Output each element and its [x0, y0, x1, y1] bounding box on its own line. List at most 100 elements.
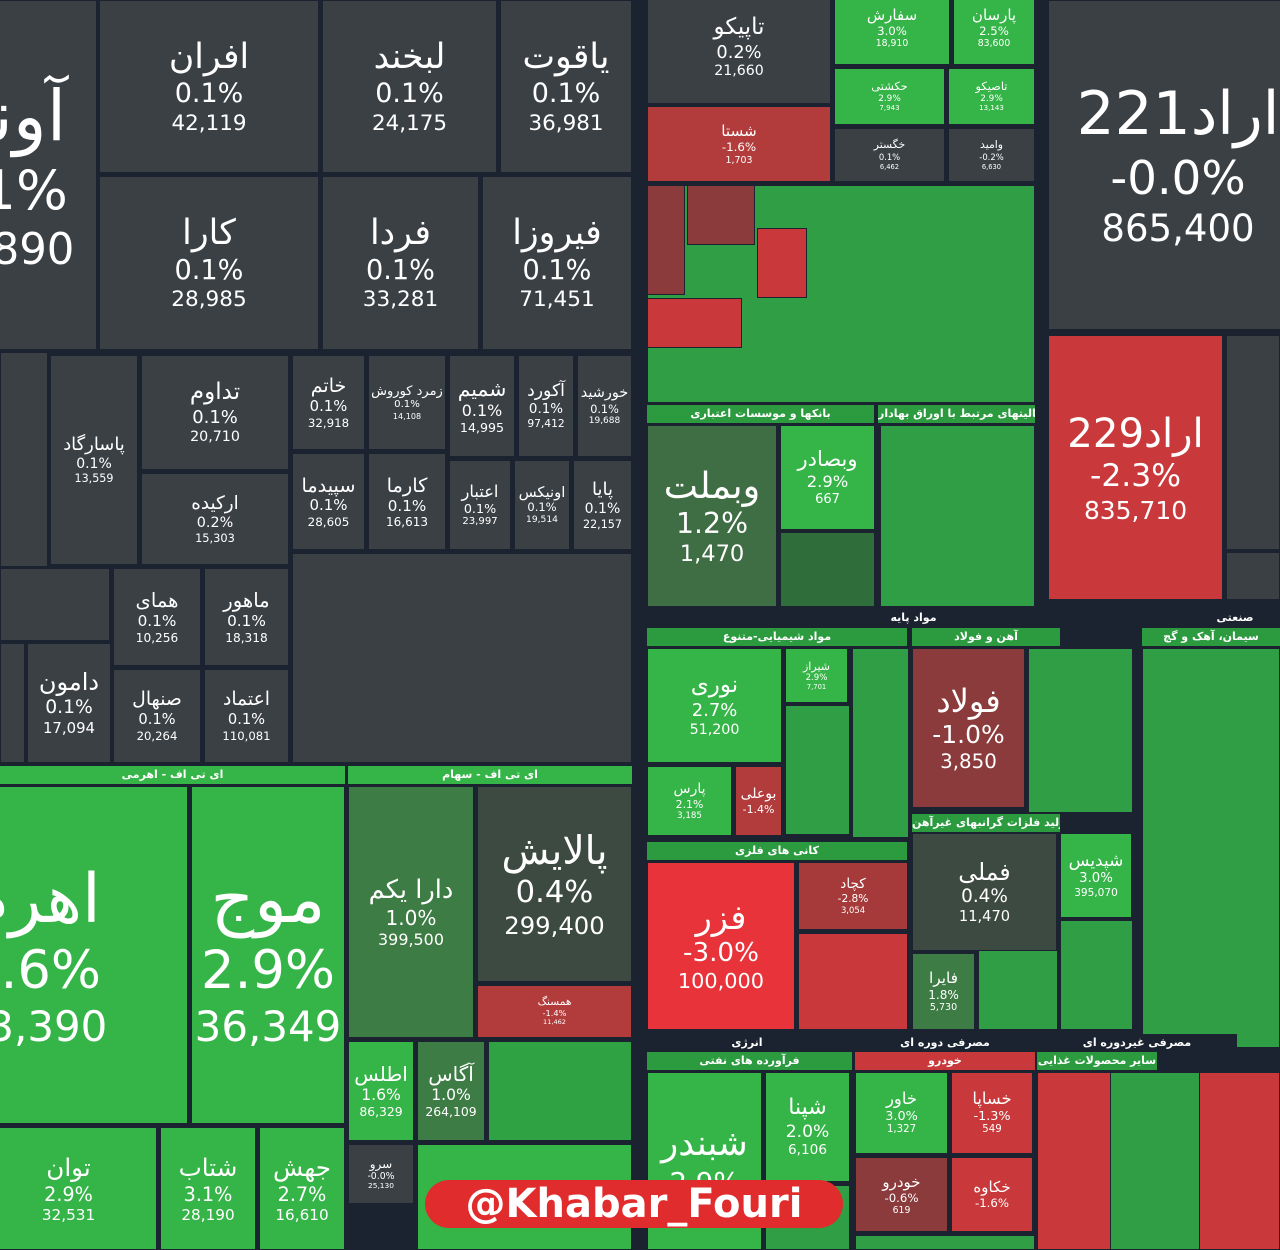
- tile-change: -2.8%: [837, 892, 869, 905]
- tile-name: شتاب: [178, 1153, 238, 1183]
- stock-tile: خساپا -1.3% 549: [951, 1072, 1033, 1154]
- sector-header: مصرفی غیردوره ای: [1037, 1034, 1237, 1052]
- tile-name: اراد229: [1067, 410, 1204, 457]
- tile-change: 0.1%: [366, 254, 435, 286]
- tile-name: شمیم: [457, 376, 507, 401]
- sector-header: مصرفی دوره ای: [855, 1034, 1035, 1052]
- stock-tile: وامید -0.2% 6,630: [948, 128, 1035, 182]
- tile-name: فیروزا: [512, 212, 602, 253]
- tile-name: نوری: [690, 672, 739, 699]
- stock-tile: دامون 0.1% 17,094: [27, 643, 111, 763]
- tile-change: -0.6%: [884, 1190, 919, 1205]
- tile-name: پاسارگاد: [63, 434, 125, 456]
- tile-name: افران: [168, 36, 250, 77]
- tile-value: 19,514: [526, 515, 558, 526]
- tile-change: 2.7%: [691, 699, 738, 721]
- filler: [852, 648, 909, 838]
- tile-name: حکشتی: [871, 79, 908, 94]
- stock-tile: کچاد -2.8% 3,054: [798, 862, 908, 930]
- sector-header: انرژی: [647, 1034, 847, 1052]
- tile-value: 83,600: [977, 37, 1011, 49]
- tile-change: 0.1%: [387, 496, 427, 515]
- stock-tile: توان 2.9% 32,531: [0, 1127, 157, 1250]
- stock-tile: یاقوت 0.1% 36,981: [500, 0, 632, 173]
- stock-tile: شتاب 3.1% 28,190: [160, 1127, 256, 1250]
- filler: [1060, 920, 1133, 1030]
- sector-header: ای تی اف - سهام: [348, 766, 632, 784]
- tile-value: 3,185: [677, 810, 702, 821]
- filler: [647, 185, 685, 295]
- tile-value: 36,981: [528, 110, 604, 136]
- stock-tile: جهش 2.7% 16,610: [259, 1127, 345, 1250]
- tile-name: فولاد: [936, 681, 1001, 720]
- tile-change: 0.1%: [531, 78, 601, 110]
- tile-name: تداوم: [189, 379, 241, 406]
- tile-value: 6,630: [981, 162, 1002, 171]
- tile-name: کارما: [386, 473, 428, 497]
- filler: [1028, 648, 1133, 813]
- stock-tile: فایرا 1.8% 5,730: [912, 953, 975, 1030]
- tile-value: 1,327: [886, 1124, 917, 1136]
- stock-tile: اونیکس 0.1% 19,514: [514, 460, 570, 550]
- tile-change: 0.1%: [227, 612, 266, 631]
- tile-change: 1.0%: [385, 905, 437, 930]
- tile-value: 7,701: [806, 683, 827, 692]
- tile-change: 1.8%: [928, 987, 959, 1002]
- stock-tile: دارا یکم 1.0% 399,500: [348, 786, 474, 1038]
- tile-name: سفارش: [866, 5, 918, 24]
- sector-header: فرآورده های نفتی: [647, 1052, 852, 1070]
- tile-change: 1.2%: [675, 507, 749, 541]
- tile-change: -1.0%: [932, 720, 1005, 750]
- tile-name: پارسان: [971, 5, 1017, 24]
- filler: [687, 185, 755, 245]
- tile-change: 2.9%: [44, 1182, 93, 1206]
- stock-tile: وبصادر 2.9% 667: [780, 425, 875, 530]
- tile-name: خاتم: [310, 375, 347, 398]
- tile-change: 2.7%: [277, 1182, 327, 1206]
- tile-name: پالایش: [501, 828, 608, 874]
- stock-tile: اراد221 -0.0% 865,400: [1048, 0, 1280, 330]
- tile-change: 0.1%: [527, 500, 557, 515]
- tile-change: 0.1%: [309, 495, 348, 514]
- tile-change: 0.1%: [375, 78, 444, 110]
- filler: [647, 298, 742, 348]
- tile-change: 3.0%: [1079, 871, 1113, 887]
- filler: [1142, 648, 1280, 1048]
- tile-change: -1.3%: [973, 1109, 1011, 1125]
- stock-tile: حکشتی 2.9% 7,943: [834, 68, 945, 125]
- tile-change: 2.5%: [979, 23, 1009, 38]
- tile-value: 86,329: [359, 1103, 403, 1119]
- tile-change: 2.9%: [878, 93, 901, 104]
- stock-tile: لبخند 0.1% 24,175: [322, 0, 497, 173]
- stock-tile: ارکیده 0.2% 15,303: [141, 473, 289, 565]
- sector-header: خودرو: [855, 1052, 1035, 1070]
- tile-value: 18,318: [225, 630, 268, 645]
- stock-tile: شمیم 0.1% 14,995: [449, 355, 515, 457]
- tile-name: دارا یکم: [368, 874, 454, 905]
- sector-header: ای تی اف - اهرمی: [0, 766, 345, 784]
- tile-name: همای: [135, 588, 179, 612]
- stock-tile: آگاس 1.0% 264,109: [417, 1041, 485, 1141]
- tile-change: 0.2%: [196, 514, 234, 531]
- sector-header: صنعتی: [1190, 609, 1280, 627]
- tile-value: 28,190: [181, 1205, 235, 1224]
- filler: [1226, 335, 1280, 550]
- stock-tile: فولاد -1.0% 3,850: [912, 648, 1025, 808]
- tile-value: 51,200: [689, 721, 740, 738]
- tile-value: 7,943: [879, 103, 900, 113]
- tile-name: شپدیس: [1068, 851, 1124, 872]
- stock-tile: همای 0.1% 10,256: [113, 568, 201, 666]
- stock-tile: پاسارگاد 0.1% 13,559: [50, 355, 138, 565]
- tile-name: فملی: [958, 858, 1011, 887]
- filler: [855, 1235, 1035, 1250]
- tile-value: 32,531: [41, 1205, 96, 1224]
- tile-value: 19,688: [588, 416, 621, 427]
- tile-value: 11,470: [958, 908, 1011, 926]
- tile-name: وامید: [980, 138, 1003, 152]
- stock-tile: اعتماد 0.1% 110,081: [204, 669, 289, 763]
- tile-value: 33,390: [0, 1002, 108, 1052]
- tile-value: 33,281: [362, 287, 439, 313]
- tile-value: 399,500: [378, 929, 444, 949]
- tile-value: 14,108: [392, 411, 422, 421]
